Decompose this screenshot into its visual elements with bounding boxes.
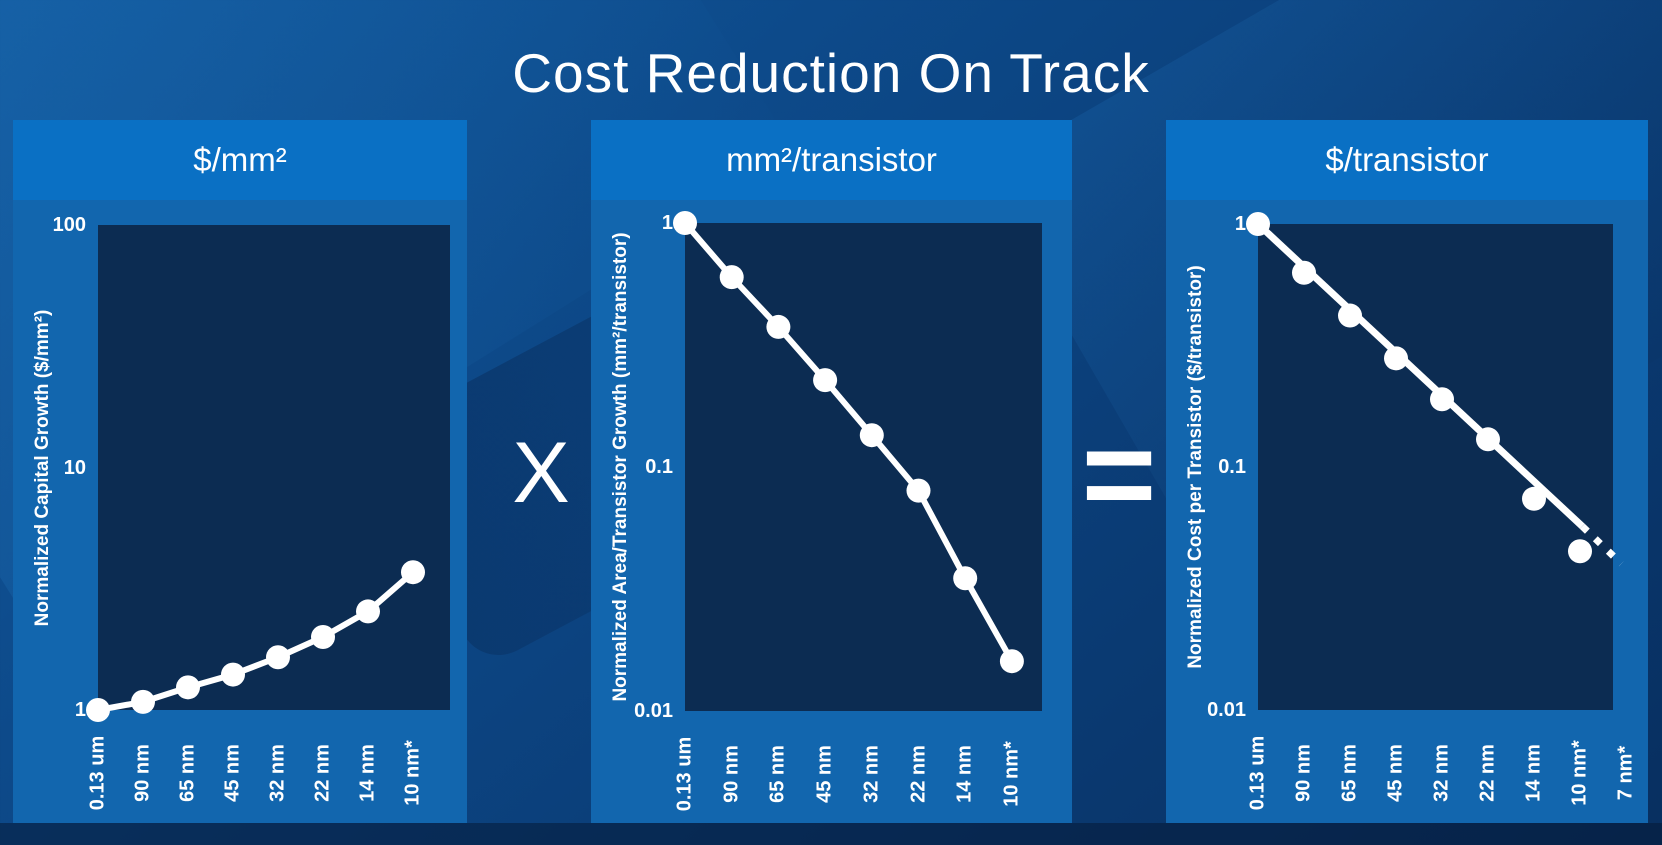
x-tick-label: 0.13 um <box>673 736 696 812</box>
plot-background <box>685 223 1042 711</box>
data-point <box>266 645 290 670</box>
background-texture <box>0 823 1662 845</box>
x-tick-label: 22 nm <box>311 744 334 802</box>
data-point <box>906 478 931 503</box>
data-point <box>1476 427 1500 452</box>
chart-panel-cost-per-transistor: $/transistor Normalized Cost per Transis… <box>1166 120 1648 823</box>
data-point <box>221 662 245 687</box>
data-point <box>673 211 697 235</box>
y-tick-label: 100 <box>52 214 86 236</box>
x-tick-label: 32 nm <box>266 744 289 802</box>
chart-panel-cost-per-mm2: $/mm² Normalized Capital Growth ($/mm²) 1… <box>13 120 467 823</box>
x-tick-label: 65 nm <box>1338 744 1361 802</box>
data-point <box>1568 539 1592 564</box>
chart-plot-area: Normalized Cost per Transistor ($/transi… <box>1166 200 1648 823</box>
x-tick-label: 90 nm <box>131 744 154 802</box>
y-tick-label: 1 <box>1234 213 1246 235</box>
y-tick-label: 10 <box>63 456 86 479</box>
data-point <box>1430 387 1454 412</box>
y-tick-label: 0.01 <box>1207 699 1246 721</box>
chart-title: $/transistor <box>1166 120 1648 200</box>
chart-plot-area: Normalized Capital Growth ($/mm²) 100 10 1 0… <box>13 200 467 823</box>
data-point <box>1246 212 1270 236</box>
chart-plot-area: Normalized Area/Transistor Growth (mm²/t… <box>591 200 1072 823</box>
data-point <box>766 314 791 339</box>
x-tick-label: 14 nm <box>356 744 379 802</box>
chart-title: $/mm² <box>13 120 467 200</box>
multiply-operator: X <box>512 424 570 521</box>
chart-canvas <box>86 225 450 722</box>
x-tick-label: 10 nm* <box>401 740 424 806</box>
x-tick-label: 32 nm <box>860 745 883 803</box>
y-tick-label: 0.1 <box>645 456 673 478</box>
x-tick-label: 90 nm <box>720 745 743 803</box>
x-tick-label: 10 nm* <box>1000 741 1023 807</box>
x-tick-label: 45 nm <box>1384 744 1407 802</box>
page-title: Cost Reduction On Track <box>512 41 1150 104</box>
data-point <box>1384 346 1408 371</box>
y-tick-label: 1 <box>661 212 673 234</box>
x-tick-label: 14 nm <box>1522 744 1545 802</box>
x-tick-label: 22 nm <box>907 745 929 803</box>
data-point <box>356 599 380 624</box>
y-tick-label: 0.1 <box>1218 456 1246 478</box>
data-point <box>1338 303 1362 328</box>
chart-title: mm²/transistor <box>591 120 1072 200</box>
data-point <box>719 265 744 290</box>
chart-panel-area-per-transistor: mm²/transistor Normalized Area/Transisto… <box>591 120 1072 823</box>
data-point <box>999 649 1024 674</box>
x-tick-label: 22 nm <box>1476 744 1499 802</box>
data-point <box>1522 486 1546 511</box>
x-tick-label: 90 nm <box>1292 744 1315 802</box>
x-tick-label: 10 nm* <box>1568 740 1591 806</box>
data-point <box>1292 260 1316 285</box>
x-tick-label: 32 nm <box>1430 744 1453 802</box>
data-point <box>401 560 425 585</box>
x-tick-label: 14 nm <box>953 745 976 803</box>
x-tick-label: 0.13 um <box>86 735 109 811</box>
data-point <box>176 675 200 700</box>
x-tick-label: 45 nm <box>813 745 836 803</box>
equals-operator: = <box>1081 402 1157 546</box>
data-point <box>813 368 838 393</box>
x-tick-label: 0.13 um <box>1246 735 1269 811</box>
data-point <box>86 698 110 722</box>
data-point <box>953 566 978 591</box>
x-tick-label: 45 nm <box>221 744 244 802</box>
data-point <box>859 423 884 448</box>
data-point <box>311 625 335 650</box>
y-tick-label: 1 <box>74 699 86 721</box>
chart-canvas <box>673 211 1042 711</box>
data-point <box>131 689 155 714</box>
x-tick-label: 7 nm* <box>1614 745 1637 801</box>
x-tick-label: 65 nm <box>176 744 199 802</box>
y-tick-label: 0.01 <box>634 700 673 722</box>
plot-background <box>1258 224 1613 710</box>
chart-canvas <box>1246 212 1624 710</box>
x-tick-label: 65 nm <box>766 745 789 803</box>
plot-background <box>98 225 450 710</box>
